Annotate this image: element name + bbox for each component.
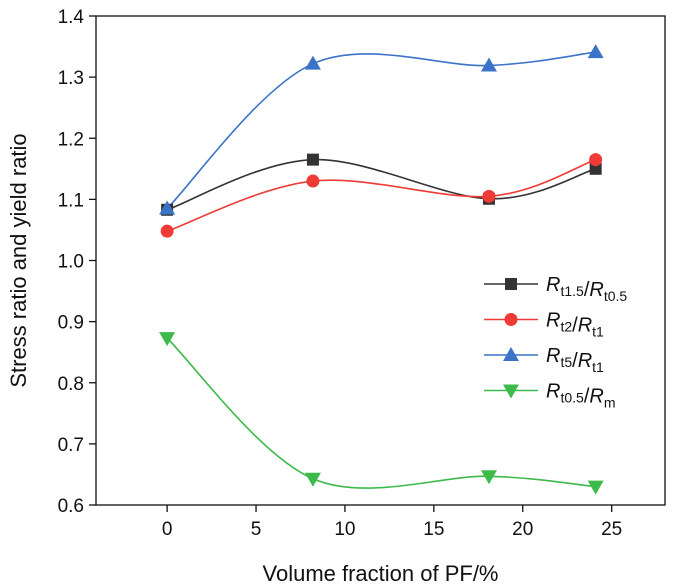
data-point-series-4 bbox=[159, 332, 176, 347]
legend-marker bbox=[503, 384, 519, 399]
y-tick-label: 0.9 bbox=[58, 313, 84, 334]
y-tick-label: 1.1 bbox=[58, 190, 84, 211]
legend-label: Rt5/Rt1 bbox=[546, 345, 604, 375]
data-point-series-3 bbox=[159, 200, 176, 215]
x-tick-label: 20 bbox=[512, 519, 533, 540]
data-point-series-1 bbox=[589, 162, 602, 175]
y-tick-label: 1.2 bbox=[58, 129, 84, 150]
y-tick-label: 0.8 bbox=[58, 374, 84, 395]
x-axis-label: Volume fraction of PF/% bbox=[263, 561, 499, 586]
data-point-series-2 bbox=[482, 189, 496, 203]
x-axis-ticks: 0 5 10 15 20 25 bbox=[162, 505, 622, 540]
legend-marker bbox=[504, 313, 518, 326]
legend-marker bbox=[505, 278, 517, 290]
x-tick-label: 15 bbox=[423, 519, 444, 540]
legend-item: Rt0.5/Rm bbox=[484, 381, 616, 411]
data-point-series-2 bbox=[160, 224, 174, 238]
y-tick-label: 1.4 bbox=[58, 7, 85, 28]
legend-item: Rt2/Rt1 bbox=[484, 310, 604, 340]
data-point-series-3 bbox=[480, 57, 497, 72]
y-tick-label: 1.3 bbox=[58, 68, 84, 89]
data-point-series-3 bbox=[587, 44, 604, 59]
x-tick-label: 25 bbox=[601, 519, 622, 540]
y-axis-ticks: 0.6 0.7 0.8 0.9 1.0 1.1 1.2 1.3 1.4 bbox=[58, 7, 96, 517]
y-axis-label: Stress ratio and yield ratio bbox=[6, 133, 31, 387]
legend-marker bbox=[503, 347, 519, 361]
y-tick-label: 0.7 bbox=[58, 435, 84, 456]
plot-frame bbox=[95, 15, 666, 506]
legend-item: Rt5/Rt1 bbox=[484, 345, 604, 375]
y-tick-label: 1.0 bbox=[58, 252, 84, 273]
legend-label: Rt2/Rt1 bbox=[546, 310, 604, 340]
data-point-series-2 bbox=[306, 174, 320, 188]
data-point-series-4 bbox=[304, 472, 321, 487]
legend: Rt1.5/Rt0.5 Rt2/Rt1 Rt5/Rt1 Rt0.5/Rm bbox=[484, 274, 627, 411]
data-point-series-2 bbox=[589, 153, 603, 167]
legend-item: Rt1.5/Rt0.5 bbox=[484, 274, 627, 304]
legend-label: Rt1.5/Rt0.5 bbox=[546, 274, 627, 304]
x-tick-label: 5 bbox=[251, 519, 262, 540]
series-curves bbox=[166, 51, 596, 489]
y-tick-label: 0.6 bbox=[58, 496, 84, 517]
data-point-series-3 bbox=[304, 55, 321, 70]
x-tick-label: 10 bbox=[334, 519, 355, 540]
series-line-2 bbox=[166, 158, 596, 232]
legend-label: Rt0.5/Rm bbox=[546, 381, 616, 411]
x-tick-label: 0 bbox=[162, 519, 173, 540]
series-line-3 bbox=[166, 51, 596, 210]
series-line-4 bbox=[166, 337, 596, 489]
data-point-series-4 bbox=[587, 480, 604, 495]
data-point-series-4 bbox=[480, 470, 497, 485]
series-line-1 bbox=[166, 158, 596, 211]
series-markers bbox=[159, 44, 604, 495]
data-point-series-1 bbox=[306, 153, 319, 166]
